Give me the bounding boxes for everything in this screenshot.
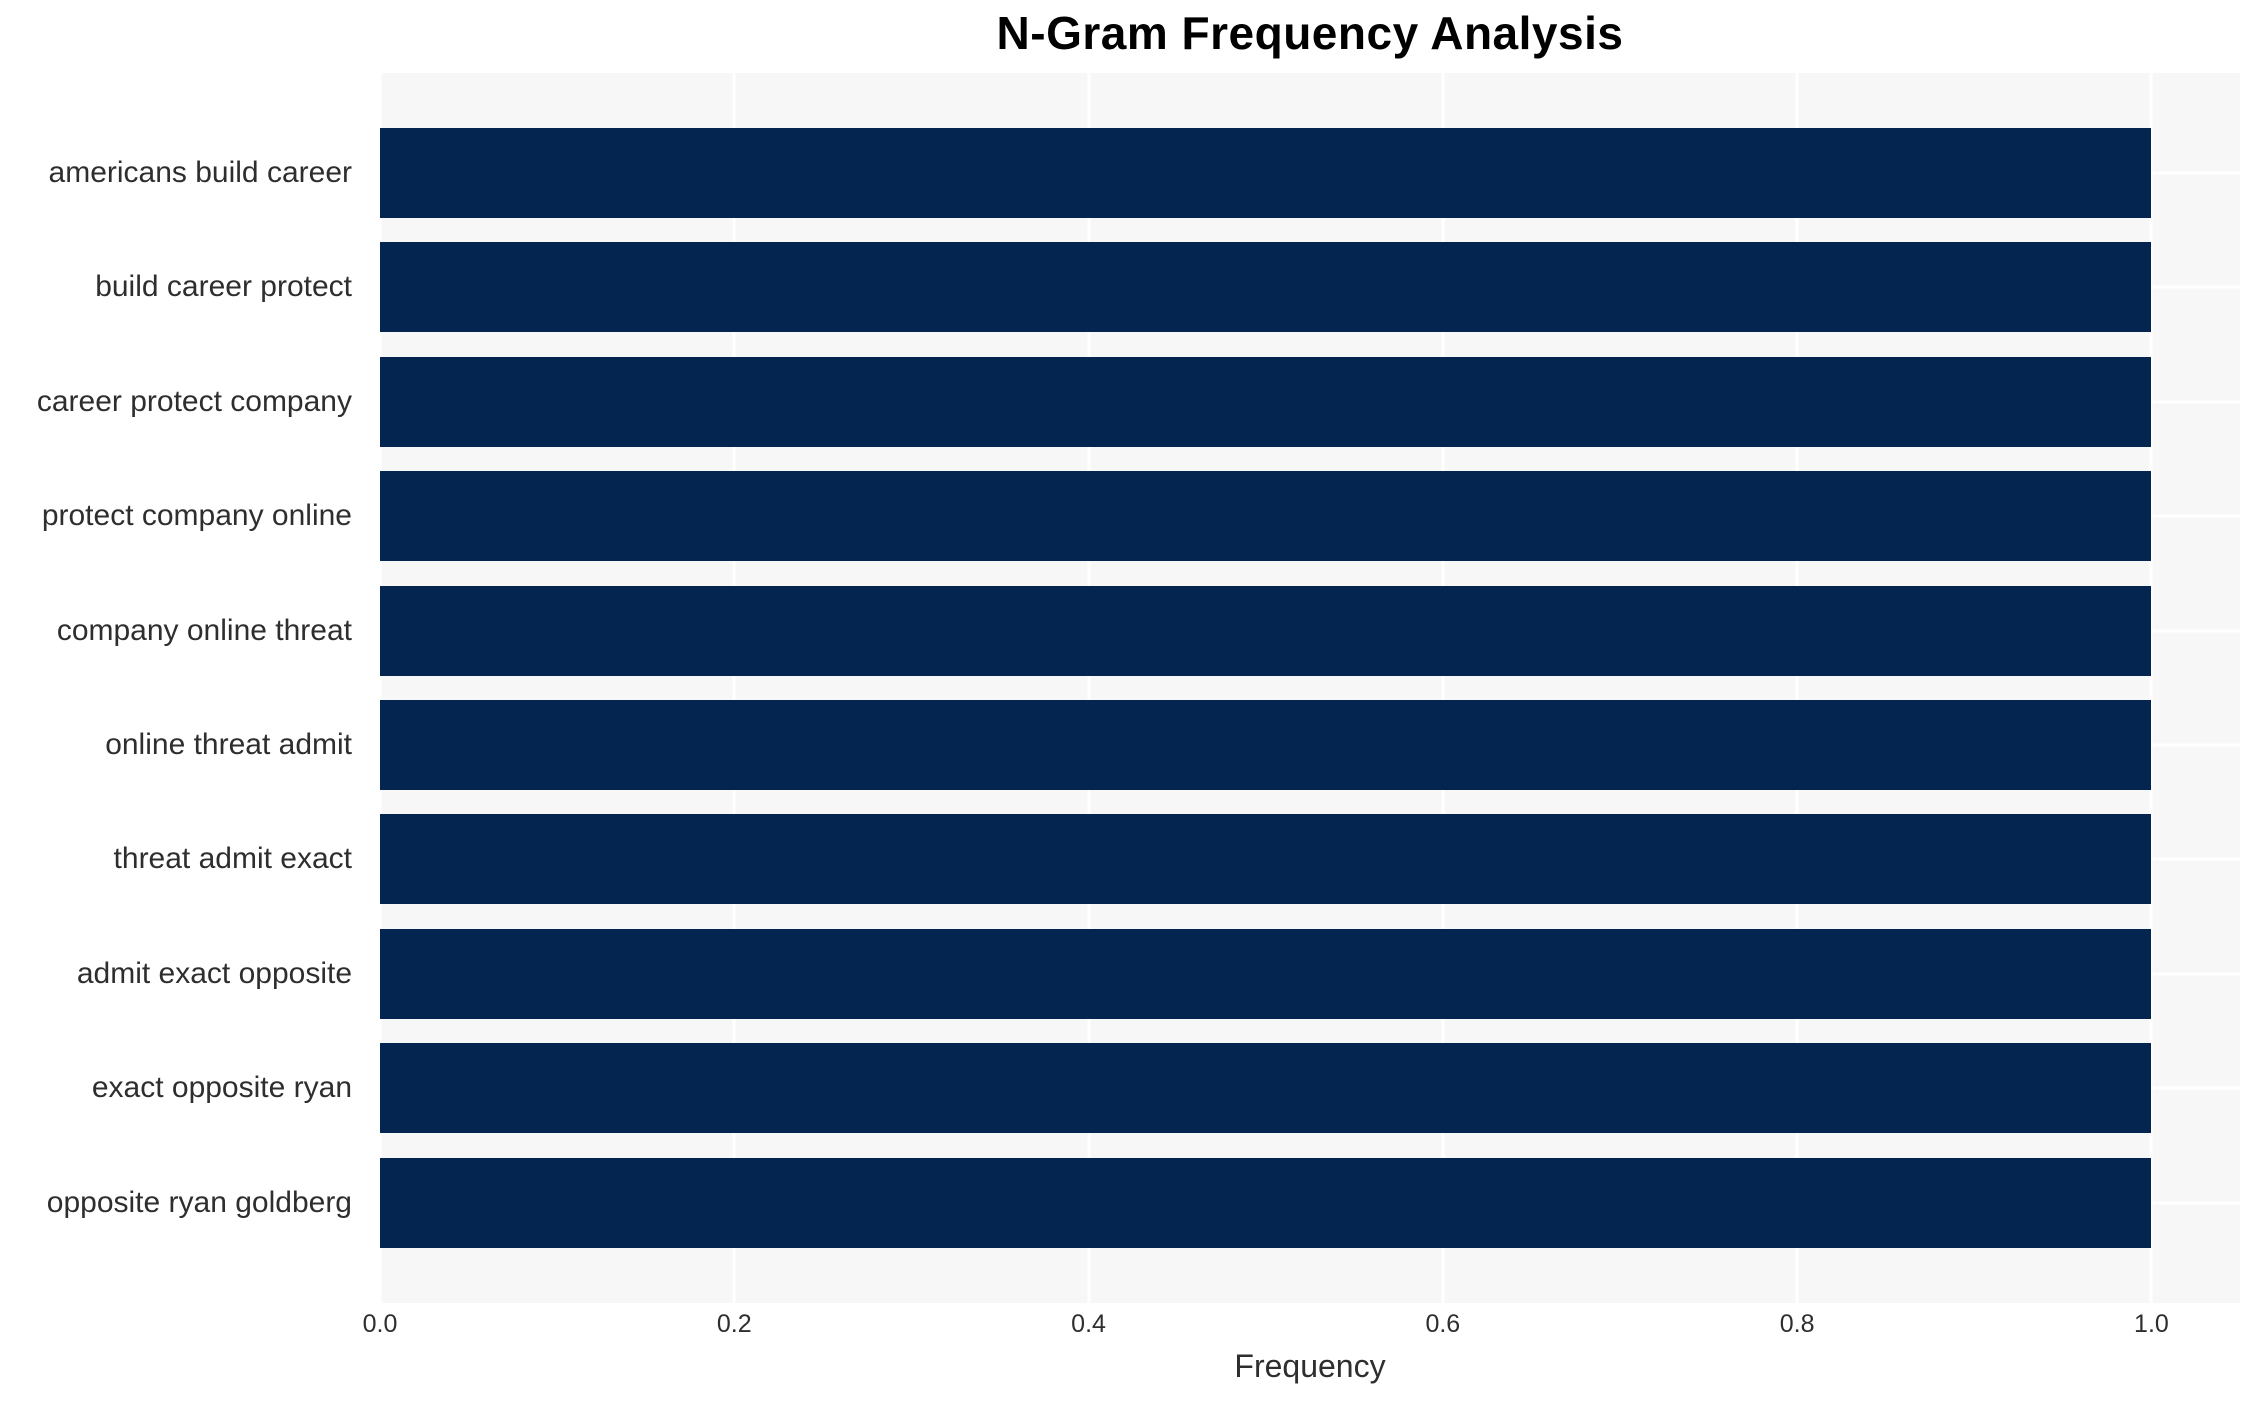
- y-tick-label: americans build career: [48, 156, 352, 189]
- x-tick-label: 0.4: [1071, 1310, 1106, 1338]
- y-tick-label: protect company online: [41, 499, 352, 533]
- chart-title: N-Gram Frequency Analysis: [996, 7, 1624, 59]
- bar: [380, 700, 2152, 790]
- gridline-vertical: [2149, 73, 2153, 1303]
- y-tick-label: admit exact opposite: [76, 956, 352, 990]
- x-axis-title: Frequency: [1234, 1348, 1386, 1384]
- bar: [380, 356, 2152, 447]
- y-tick-label: career protect company: [36, 384, 352, 418]
- y-tick-label: opposite ryan goldberg: [46, 1185, 352, 1219]
- y-tick-label: company online threat: [56, 613, 352, 647]
- bar: [380, 128, 2152, 218]
- y-tick-label: build career protect: [95, 270, 352, 304]
- gridline-vertical: [1087, 73, 1091, 1303]
- y-tick-label: threat admit exact: [113, 842, 352, 876]
- x-axis-ticks: 0.0 0.2 0.4 0.6 0.8 1.0: [363, 1303, 2240, 1343]
- x-tick-label: 0.0: [362, 1310, 398, 1338]
- bar: [380, 585, 2152, 676]
- bar: [380, 242, 2152, 333]
- y-tick-label: exact opposite ryan: [91, 1071, 352, 1105]
- bar: [380, 471, 2152, 562]
- x-tick-label: 0.2: [716, 1310, 752, 1338]
- gridline-vertical: [1441, 73, 1445, 1303]
- gridline-vertical: [378, 73, 382, 1303]
- gridline-vertical: [1795, 73, 1799, 1303]
- bar: [380, 1157, 2152, 1248]
- bar: [380, 1043, 2152, 1134]
- gridline-vertical: [732, 73, 736, 1303]
- bar: [380, 928, 2152, 1019]
- x-tick-label: 0.6: [1425, 1310, 1461, 1338]
- x-tick-label: 0.8: [1779, 1310, 1815, 1338]
- y-axis-labels: americans build career build career prote…: [0, 73, 366, 1303]
- plot-area: [378, 73, 2240, 1303]
- x-tick-label: 1.0: [2134, 1310, 2169, 1338]
- y-tick-label: online threat admit: [105, 728, 352, 761]
- bar: [380, 814, 2152, 905]
